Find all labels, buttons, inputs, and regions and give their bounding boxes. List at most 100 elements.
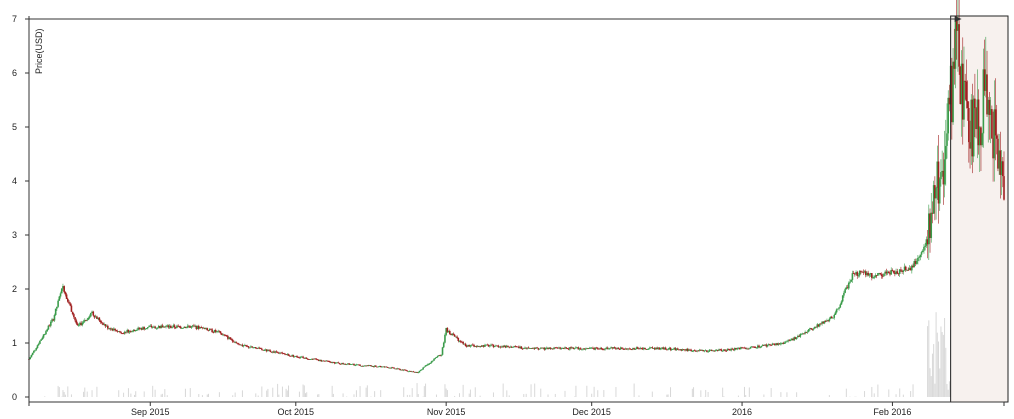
candle-body <box>679 349 682 351</box>
candle-body <box>315 358 318 360</box>
candle-body <box>282 353 285 355</box>
volume-bar <box>135 391 137 397</box>
candle-body <box>544 347 547 350</box>
candle-body <box>778 343 781 345</box>
candle-body <box>610 347 612 349</box>
candle-body <box>327 361 330 362</box>
candle-body <box>829 316 832 319</box>
candle-body <box>525 347 528 349</box>
candle-body <box>628 348 631 350</box>
candle-body <box>421 369 423 371</box>
candle-body <box>555 347 558 349</box>
candle-body <box>998 150 1000 169</box>
candle-body <box>840 301 843 305</box>
candle-body <box>155 327 158 329</box>
candle-body <box>832 317 834 319</box>
candle-body <box>275 351 278 353</box>
candle-body <box>937 161 940 204</box>
volume-bar <box>910 391 912 397</box>
candle-body <box>911 265 913 271</box>
candle-body <box>60 288 63 294</box>
candle-body <box>219 331 222 334</box>
candle-body <box>320 359 323 362</box>
candle-body <box>680 349 683 351</box>
candle-body <box>253 347 256 348</box>
candle-body <box>212 332 215 334</box>
candle-body <box>402 369 405 371</box>
candle-body <box>655 347 657 350</box>
candle-body <box>924 245 926 247</box>
candle-body <box>770 344 772 346</box>
volume-bar <box>160 394 162 397</box>
candle-body <box>419 369 422 371</box>
candle-body <box>193 325 195 327</box>
candle-body <box>736 348 739 350</box>
candle-body <box>676 348 679 350</box>
candle-body <box>834 312 837 315</box>
candle-body <box>652 348 655 349</box>
candle-body <box>727 348 730 350</box>
candle-body <box>633 348 635 350</box>
candle-body <box>280 352 283 354</box>
candle-body <box>559 347 561 349</box>
candle-body <box>526 347 529 349</box>
volume-bar <box>944 318 946 397</box>
candle-body <box>873 276 876 278</box>
candle-body <box>892 270 895 273</box>
candle-body <box>721 350 724 352</box>
candle-body <box>595 347 598 349</box>
volume-bar <box>873 393 875 397</box>
candle-body <box>453 334 456 337</box>
volume-bar <box>445 388 447 397</box>
volume-bar <box>234 392 236 397</box>
volume-bar <box>540 388 542 397</box>
candle-body <box>372 366 375 367</box>
x-tick-label: Dec 2015 <box>572 407 611 417</box>
candle-body <box>810 328 812 329</box>
candle-body <box>579 348 582 350</box>
candle-body <box>976 99 979 130</box>
candle-body <box>978 127 981 146</box>
candle-body <box>326 360 329 362</box>
candle-body <box>942 170 945 185</box>
candle-body <box>611 347 614 349</box>
candle-body <box>690 349 692 352</box>
volume-bar <box>693 387 695 397</box>
candle-body <box>537 348 540 350</box>
candle-body <box>987 99 990 115</box>
candle-body <box>522 348 525 350</box>
volume-bar <box>651 391 653 397</box>
volume-bar <box>931 353 933 397</box>
candle-body <box>177 325 179 327</box>
candle-body <box>943 159 946 185</box>
candle-body <box>444 334 446 343</box>
volume-bar <box>67 386 69 397</box>
candle-body <box>270 351 273 353</box>
candle-body <box>119 331 121 333</box>
candle-body <box>542 347 544 349</box>
candle-body <box>206 328 209 331</box>
candle-body <box>983 69 986 91</box>
candle-body <box>684 349 686 351</box>
candle-body <box>786 341 788 343</box>
volume-bar <box>942 334 944 397</box>
volume-bar <box>118 390 120 397</box>
candle-body <box>100 322 103 323</box>
candle-body <box>225 335 228 337</box>
candle-body <box>750 346 753 348</box>
volume-bar <box>945 347 947 397</box>
candle-body <box>857 275 860 277</box>
candle-body <box>975 108 977 130</box>
candle-body <box>715 350 718 351</box>
candle-body <box>861 271 863 273</box>
volume-bar <box>575 385 577 397</box>
y-tick-label: 5 <box>12 122 17 132</box>
candle-body <box>947 97 950 134</box>
volume-bar <box>667 394 669 397</box>
candle-body <box>554 347 557 349</box>
volume-bar <box>123 392 125 397</box>
candle-body <box>94 316 97 318</box>
candle-body <box>849 281 851 283</box>
candle-body <box>51 319 53 322</box>
candle-body <box>476 345 479 347</box>
